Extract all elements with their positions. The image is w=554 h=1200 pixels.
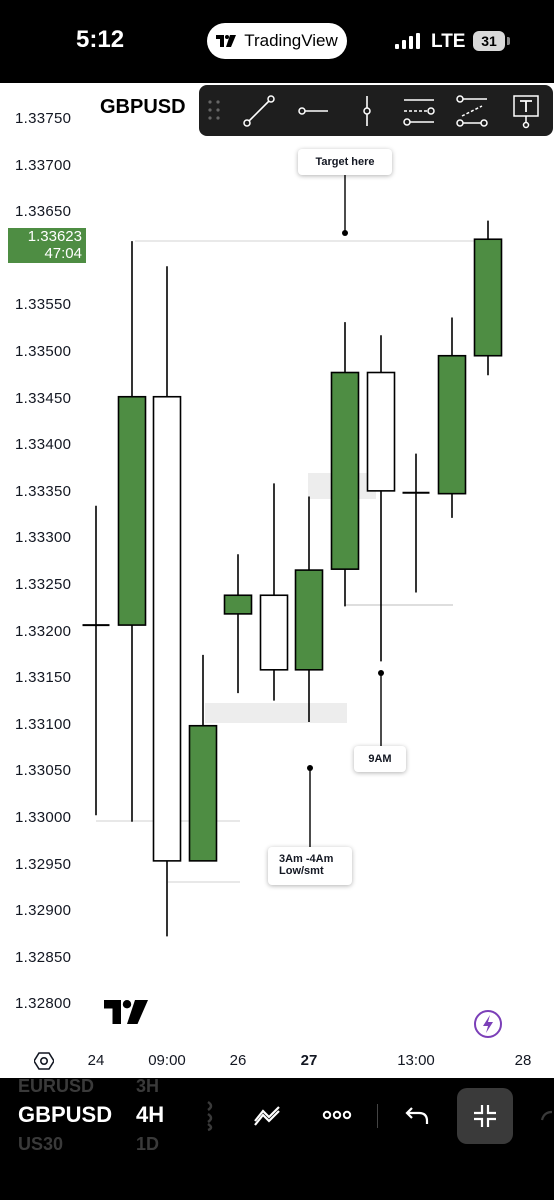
callout-target-text: Target here	[315, 156, 375, 168]
bar-countdown: 47:04	[44, 245, 82, 262]
price-tick-label: 1.32850	[15, 948, 72, 966]
tradingview-watermark-icon	[104, 1000, 148, 1024]
chart-symbol[interactable]: GBPUSD	[100, 96, 186, 118]
interval-picker[interactable]: 4H	[136, 1102, 165, 1127]
callout-low[interactable]: 3Am -4Am Low/smt	[268, 847, 352, 885]
redo-icon[interactable]	[536, 1100, 554, 1132]
exit-fullscreen-icon	[474, 1105, 496, 1127]
status-bar: 5:12 TradingView LTE 31	[0, 0, 554, 83]
ghost-symbol-next: US30	[18, 1134, 64, 1154]
time-tick-label: 24	[87, 1052, 105, 1069]
candle-body	[330, 371, 360, 570]
time-tick-label: 26	[229, 1052, 247, 1069]
toolbar-divider	[377, 1104, 378, 1128]
candle-body	[223, 594, 253, 615]
price-tick-label: 1.33000	[15, 809, 72, 826]
regression-trend-icon[interactable]	[453, 92, 491, 130]
network-type: LTE	[431, 31, 466, 52]
axis-settings-icon[interactable]	[34, 1051, 54, 1071]
nine-am-pointer-dot	[378, 670, 384, 676]
price-tick-label: 1.33300	[15, 529, 72, 547]
price-tick-label: 1.32800	[15, 995, 72, 1013]
time-tick-label: 27	[300, 1052, 318, 1069]
undo-icon[interactable]	[401, 1100, 433, 1132]
app-pill-label: TradingView	[244, 31, 338, 50]
price-tick-label: 1.33500	[15, 343, 72, 360]
current-price: 1.33623	[27, 228, 82, 245]
battery-level: 31	[481, 33, 497, 49]
candle-body	[117, 395, 147, 626]
current-price-badge: 1.33623 47:04	[8, 228, 86, 263]
price-tick-label: 1.33650	[15, 203, 72, 221]
signal-icon	[395, 33, 420, 49]
price-tick-label: 1.33450	[15, 389, 72, 407]
drawing-toolbar	[199, 85, 553, 136]
callout-low-line1: 3Am -4Am	[279, 853, 334, 865]
candle-body	[259, 594, 289, 671]
tradingview-logo-icon	[216, 35, 237, 47]
callout-9am-text: 9AM	[368, 753, 392, 765]
time-tick-label: 28	[514, 1052, 532, 1069]
vertical-line-icon[interactable]	[348, 92, 386, 130]
callout-9am[interactable]: 9AM	[354, 746, 406, 772]
price-tick-label: 1.33350	[15, 482, 72, 500]
candle-body	[437, 354, 467, 495]
candle-body	[152, 395, 182, 862]
target-pointer-dot	[342, 230, 348, 236]
drag-handle-icon[interactable]	[207, 99, 221, 121]
price-tick-label: 1.33400	[15, 436, 72, 454]
demand-zone-lower	[205, 703, 347, 723]
indicators-icon[interactable]	[252, 1099, 284, 1131]
candle-body	[294, 569, 324, 671]
price-tick-label: 1.33150	[15, 669, 72, 687]
ghost-interval-prev: 3H	[136, 1076, 160, 1096]
exit-fullscreen-button[interactable]	[457, 1088, 513, 1144]
candlestick-chart[interactable]	[0, 83, 554, 1043]
time-tick-label: 13:00	[397, 1052, 435, 1069]
candle-body	[473, 238, 503, 357]
horizontal-ray-icon[interactable]	[294, 92, 332, 130]
price-tick-label: 1.33050	[15, 762, 72, 780]
low-pointer-dot	[307, 765, 313, 771]
battery-tip	[507, 37, 510, 45]
battery-icon: 31	[473, 31, 505, 51]
price-tick-label: 1.32900	[15, 902, 72, 920]
price-tick-label: 1.33750	[15, 110, 72, 127]
status-time: 5:12	[76, 26, 125, 53]
app-pill[interactable]: TradingView	[207, 23, 347, 59]
text-tool-icon[interactable]	[507, 92, 545, 130]
symbol-picker[interactable]: GBPUSD	[18, 1102, 113, 1127]
price-tick-label: 1.33200	[15, 622, 72, 640]
callout-low-line2: Low/smt	[279, 865, 324, 877]
chart-type-icon[interactable]	[198, 1100, 222, 1132]
ghost-interval-next: 1D	[136, 1134, 160, 1154]
callout-target[interactable]: Target here	[298, 149, 392, 175]
price-tick-label: 1.32950	[15, 855, 72, 873]
more-icon[interactable]	[321, 1099, 353, 1131]
price-tick-label: 1.33550	[15, 296, 72, 314]
price-tick-label: 1.33100	[15, 715, 72, 733]
price-tick-label: 1.33700	[15, 156, 72, 174]
price-tick-label: 1.33250	[15, 576, 72, 593]
parallel-channel-icon[interactable]	[400, 92, 438, 130]
candle-body	[188, 724, 218, 862]
time-tick-label: 09:00	[148, 1052, 186, 1069]
bolt-icon[interactable]	[473, 1009, 503, 1039]
ghost-symbol-prev: EURUSD	[18, 1076, 95, 1096]
candle-body	[366, 371, 396, 492]
trend-line-icon[interactable]	[240, 92, 278, 130]
